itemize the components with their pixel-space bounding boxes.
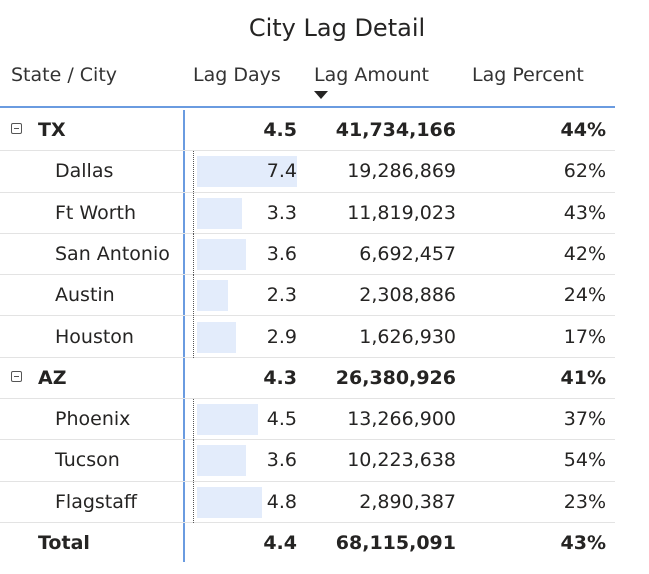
lag-days-databar (197, 280, 229, 312)
databar-axis (193, 192, 194, 234)
column-header-lag-days[interactable]: Lag Days (193, 64, 281, 86)
table-row: Tucson 3.6 10,223,638 54% (0, 440, 615, 482)
group-label: TX (38, 119, 66, 141)
lag-amount-cell: 13,266,900 (347, 408, 456, 431)
visual-title: City Lag Detail (248, 14, 426, 42)
lag-days-cell: 4.5 (263, 119, 297, 141)
total-label: Total (38, 532, 90, 554)
lag-percent-cell: 23% (563, 490, 606, 513)
column-header-lag-amount[interactable]: Lag Amount (314, 64, 429, 86)
databar-axis (193, 316, 194, 358)
lag-amount-cell: 68,115,091 (335, 532, 456, 554)
lag-days-databar (197, 321, 237, 353)
lag-days-databar (197, 238, 246, 270)
table-row: Ft Worth 3.3 11,819,023 43% (0, 192, 615, 234)
city-label: San Antonio (55, 242, 170, 265)
lag-days-databar (197, 156, 297, 188)
lag-percent-cell: 41% (560, 366, 606, 389)
city-label: Phoenix (55, 408, 131, 431)
lag-amount-cell: 2,308,886 (359, 284, 456, 307)
column-header-lag-percent[interactable]: Lag Percent (472, 64, 584, 86)
collapse-icon[interactable] (11, 123, 22, 134)
lag-days-cell: 4.8 (266, 490, 297, 513)
table-row: San Antonio 3.6 6,692,457 42% (0, 233, 615, 276)
group-label: AZ (38, 366, 67, 389)
lag-days-databar (197, 197, 242, 229)
lag-days-cell: 2.9 (266, 325, 297, 348)
lag-amount-cell: 10,223,638 (347, 449, 456, 472)
table-row: Flagstaff 4.8 2,890,387 23% (0, 481, 615, 523)
lag-percent-cell: 43% (560, 532, 606, 554)
databar-axis (193, 151, 194, 193)
city-label: Flagstaff (55, 490, 137, 513)
lag-days-databar (197, 404, 258, 436)
table-row: Dallas 7.4 19,286,869 62% (0, 151, 615, 193)
city-label: Austin (55, 284, 115, 307)
databar-axis (193, 233, 194, 275)
table-header: State / City Lag Days Lag Amount Lag Per… (0, 58, 615, 108)
lag-amount-cell: 11,819,023 (347, 201, 456, 224)
databar-axis (193, 440, 194, 482)
lag-percent-cell: 44% (560, 119, 606, 141)
city-label: Tucson (55, 449, 120, 472)
table-row: Austin 2.3 2,308,886 24% (0, 275, 615, 317)
lag-amount-cell: 26,380,926 (335, 366, 456, 389)
group-row-tx: TX 4.5 41,734,166 44% (0, 110, 615, 152)
lag-amount-cell: 6,692,457 (359, 242, 456, 265)
table-row: Phoenix 4.5 13,266,900 37% (0, 399, 615, 441)
collapse-icon[interactable] (11, 370, 22, 382)
lag-percent-cell: 43% (563, 201, 606, 224)
lag-days-cell: 4.4 (263, 532, 297, 554)
city-label: Ft Worth (55, 201, 137, 224)
lag-days-databar (197, 445, 246, 477)
city-label: Houston (55, 325, 134, 348)
lag-percent-cell: 62% (563, 160, 606, 183)
lag-days-cell: 4.3 (263, 366, 297, 389)
lag-days-cell: 7.4 (266, 160, 297, 183)
sort-descending-icon[interactable] (314, 91, 328, 99)
lag-percent-cell: 24% (563, 284, 606, 307)
lag-percent-cell: 37% (563, 408, 606, 431)
lag-percent-cell: 54% (563, 449, 606, 472)
lag-days-cell: 3.6 (266, 242, 297, 265)
city-label: Dallas (55, 160, 114, 183)
lag-days-cell: 2.3 (266, 284, 297, 307)
lag-amount-cell: 19,286,869 (347, 160, 456, 183)
total-row: Total 4.4 68,115,091 43% (0, 523, 615, 564)
lag-days-cell: 3.3 (266, 201, 297, 224)
lag-days-cell: 4.5 (266, 408, 297, 431)
column-header-state-city[interactable]: State / City (11, 64, 118, 86)
lag-percent-cell: 17% (563, 325, 606, 348)
lag-amount-cell: 2,890,387 (359, 490, 456, 513)
lag-percent-cell: 42% (563, 242, 606, 265)
databar-axis (193, 481, 194, 523)
lag-days-databar (197, 486, 262, 518)
lag-amount-cell: 1,626,930 (359, 325, 456, 348)
table-row: Houston 2.9 1,626,930 17% (0, 316, 615, 358)
group-row-az: AZ 4.3 26,380,926 41% (0, 358, 615, 400)
databar-axis (193, 275, 194, 317)
databar-axis (193, 399, 194, 441)
lag-days-cell: 3.6 (266, 449, 297, 472)
row-header-divider (183, 110, 185, 562)
lag-amount-cell: 41,734,166 (335, 119, 456, 141)
